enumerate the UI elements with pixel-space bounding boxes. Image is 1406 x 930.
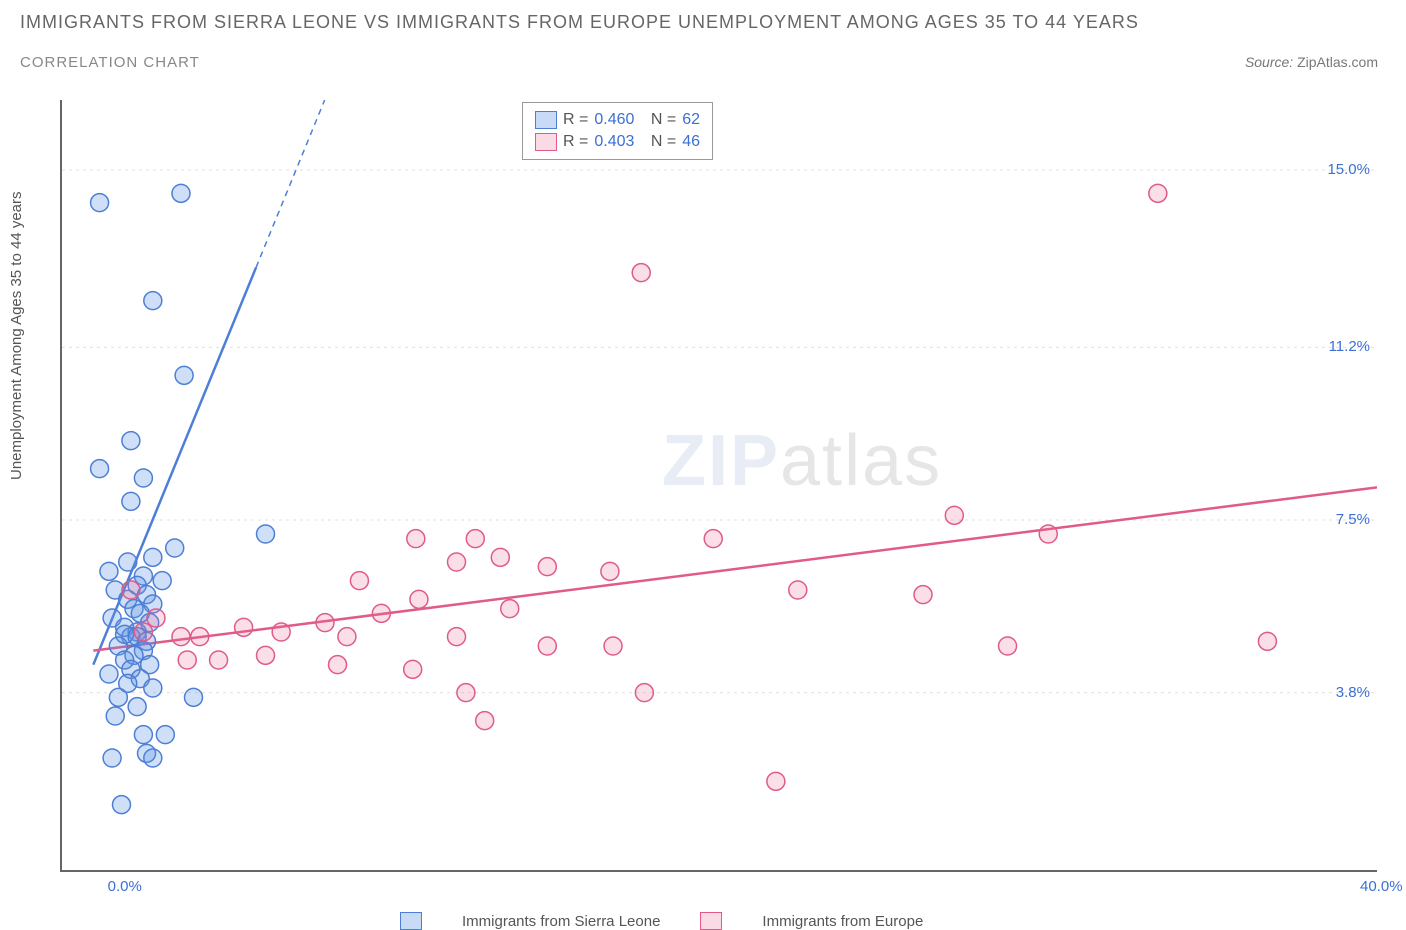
scatter-svg (62, 100, 1377, 870)
n-value-pink: 46 (682, 133, 700, 151)
stats-row-pink: R = 0.403 N = 46 (535, 131, 700, 153)
r-label: R = (563, 111, 588, 129)
r-value-blue: 0.460 (594, 111, 634, 129)
y-tick-label: 7.5% (1315, 511, 1370, 528)
plot-area: ZIPatlas R = 0.460 N = 62 R = 0.403 N = … (60, 100, 1377, 872)
source-name: ZipAtlas.com (1297, 54, 1378, 70)
n-label: N = (651, 111, 676, 129)
x-tick-label: 0.0% (108, 878, 142, 895)
r-value-pink: 0.403 (594, 133, 634, 151)
y-tick-label: 11.2% (1315, 338, 1370, 355)
swatch-pink (700, 912, 722, 930)
n-label: N = (651, 133, 676, 151)
swatch-blue (400, 912, 422, 930)
swatch-blue (535, 111, 557, 129)
chart-subtitle: CORRELATION CHART (20, 54, 200, 71)
y-tick-label: 3.8% (1315, 684, 1370, 701)
stats-legend: R = 0.460 N = 62 R = 0.403 N = 46 (522, 102, 713, 160)
source-prefix: Source: (1245, 54, 1297, 70)
n-value-blue: 62 (682, 111, 700, 129)
y-tick-label: 15.0% (1315, 161, 1370, 178)
chart-container: IMMIGRANTS FROM SIERRA LEONE VS IMMIGRAN… (0, 0, 1406, 930)
legend-label-blue: Immigrants from Sierra Leone (462, 913, 660, 930)
stats-row-blue: R = 0.460 N = 62 (535, 109, 700, 131)
bottom-legend: Immigrants from Sierra Leone Immigrants … (400, 912, 923, 930)
swatch-pink (535, 133, 557, 151)
chart-title: IMMIGRANTS FROM SIERRA LEONE VS IMMIGRAN… (20, 12, 1139, 33)
source-credit: Source: ZipAtlas.com (1245, 54, 1378, 70)
legend-label-pink: Immigrants from Europe (762, 913, 923, 930)
r-label: R = (563, 133, 588, 151)
x-tick-label: 40.0% (1360, 878, 1403, 895)
y-axis-label: Unemployment Among Ages 35 to 44 years (8, 191, 25, 480)
